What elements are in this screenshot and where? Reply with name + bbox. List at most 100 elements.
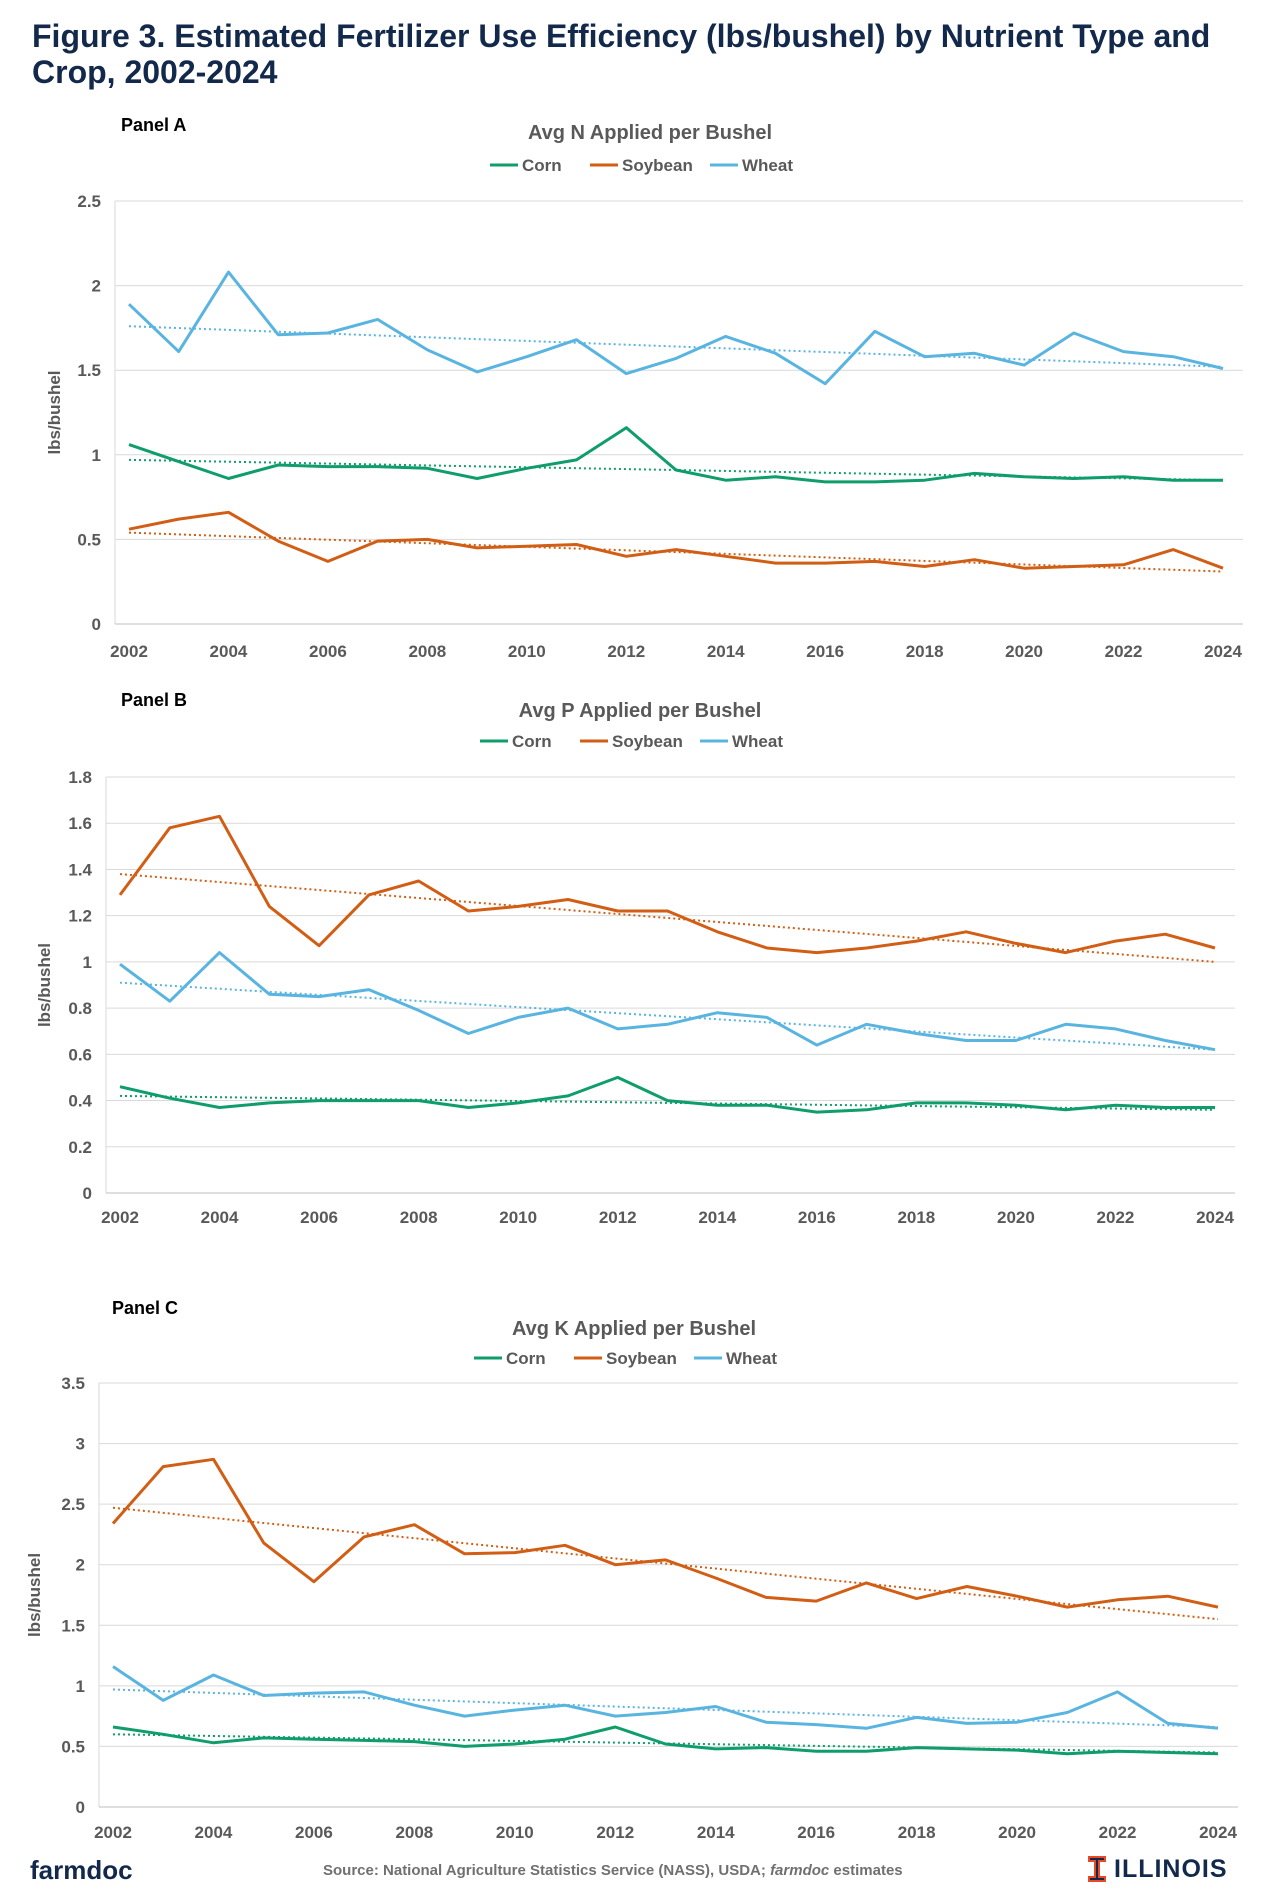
- p1-legend-label-soybean: Soybean: [612, 732, 683, 751]
- p0-x-tick-label: 2022: [1105, 642, 1143, 661]
- p0-panel-label: Panel A: [121, 115, 186, 135]
- p0-x-tick-label: 2006: [309, 642, 347, 661]
- p2-legend-item-wheat: Wheat: [694, 1349, 777, 1368]
- p1-legend-item-wheat: Wheat: [700, 732, 783, 751]
- p0-x-tick-label: 2018: [906, 642, 944, 661]
- p0-chart-title: Avg N Applied per Bushel: [528, 122, 772, 144]
- p2-y-tick-label: 1: [76, 1677, 85, 1696]
- p2-x-tick-label: 2010: [496, 1823, 534, 1842]
- p1-legend-label-wheat: Wheat: [732, 732, 783, 751]
- source-note: Source: National Agriculture Statistics …: [323, 1862, 903, 1879]
- p0-series-line-soybean: [128, 510, 1224, 570]
- p0-legend-label-soybean: Soybean: [622, 156, 693, 175]
- p2-legend-item-corn: Corn: [474, 1349, 546, 1368]
- p1-x-tick-label: 2022: [1097, 1208, 1135, 1227]
- block-i-icon: [1088, 1856, 1106, 1882]
- panel-a-chart: Panel A Avg N Applied per Bushel Corn Soybe…: [0, 108, 1280, 668]
- p0-y-tick-label: 1.5: [77, 361, 101, 380]
- p0-x-tick-label: 2024: [1204, 642, 1242, 661]
- p1-y-tick-label: 0.8: [68, 999, 92, 1018]
- p2-x-tick-label: 2018: [898, 1823, 936, 1842]
- p0-y-tick-label: 0: [92, 615, 101, 634]
- p2-chart-title: Avg K Applied per Bushel: [512, 1318, 756, 1340]
- p1-x-tick-label: 2006: [300, 1208, 338, 1227]
- p1-y-tick-label: 1.8: [68, 768, 92, 787]
- p1-trendline-soybean: [119, 873, 1216, 963]
- figure-title: Figure 3. Estimated Fertilizer Use Effic…: [32, 18, 1211, 90]
- p0-x-tick-label: 2008: [408, 642, 446, 661]
- p2-legend-item-soybean: Soybean: [574, 1349, 677, 1368]
- p1-y-tick-label: 0.2: [68, 1138, 92, 1157]
- p0-x-tick-label: 2002: [110, 642, 148, 661]
- p2-y-tick-label: 2.5: [61, 1495, 85, 1514]
- panel-c-chart: Panel C Avg K Applied per Bushel Corn Soybe…: [0, 1292, 1280, 1852]
- p2-x-tick-label: 2004: [195, 1823, 233, 1842]
- p2-y-tick-label: 1.5: [61, 1616, 85, 1635]
- p1-trendline-wheat: [119, 981, 1216, 1051]
- p0-x-tick-label: 2012: [607, 642, 645, 661]
- p2-x-tick-label: 2006: [295, 1823, 333, 1842]
- p2-panel-label: Panel C: [112, 1298, 178, 1318]
- p1-series-line-soybean: [118, 814, 1216, 955]
- p0-x-tick-label: 2014: [707, 642, 745, 661]
- p0-x-tick-label: 2010: [508, 642, 546, 661]
- p2-y-tick-label: 0.5: [61, 1737, 85, 1756]
- p2-trendline-wheat: [112, 1688, 1219, 1729]
- p1-x-tick-label: 2018: [897, 1208, 935, 1227]
- p1-legend-item-soybean: Soybean: [580, 732, 683, 751]
- p2-x-tick-label: 2008: [395, 1823, 433, 1842]
- panel-c-svg: Panel C Avg K Applied per Bushel Corn Soybe…: [25, 1298, 1238, 1842]
- p0-y-tick-label: 2.5: [77, 192, 101, 211]
- p2-y-tick-label: 0: [76, 1798, 85, 1817]
- p0-series-line-wheat: [127, 270, 1224, 386]
- p0-x-tick-label: 2004: [210, 642, 248, 661]
- p1-y-tick-label: 0.4: [68, 1092, 92, 1111]
- p2-y-tick-label: 3: [76, 1435, 85, 1454]
- p2-y-tick-label: 3.5: [61, 1374, 85, 1393]
- p1-x-tick-label: 2010: [499, 1208, 537, 1227]
- p0-trendline-wheat: [128, 325, 1224, 368]
- p0-legend-item-corn: Corn: [490, 156, 562, 175]
- p1-x-tick-label: 2002: [101, 1208, 139, 1227]
- p1-x-tick-label: 2008: [400, 1208, 438, 1227]
- p0-legend-label-wheat: Wheat: [742, 156, 793, 175]
- p2-y-tick-label: 2: [76, 1556, 85, 1575]
- p0-y-axis-label: lbs/bushel: [45, 370, 64, 454]
- p2-x-tick-label: 2012: [596, 1823, 634, 1842]
- p0-legend-item-wheat: Wheat: [710, 156, 793, 175]
- p1-y-tick-label: 1.4: [68, 860, 92, 879]
- p2-legend-label-soybean: Soybean: [606, 1349, 677, 1368]
- p1-y-axis-label: lbs/bushel: [35, 943, 54, 1027]
- p1-y-tick-label: 0.6: [68, 1045, 92, 1064]
- p0-y-tick-label: 0.5: [77, 530, 101, 549]
- p1-series-line-corn: [119, 1075, 1215, 1114]
- p2-x-tick-label: 2014: [697, 1823, 735, 1842]
- p2-trendline-soybean: [112, 1506, 1219, 1621]
- p1-x-tick-label: 2012: [599, 1208, 637, 1227]
- p2-trendline-corn: [112, 1733, 1219, 1754]
- p1-x-tick-label: 2014: [698, 1208, 736, 1227]
- p0-trendline-corn: [128, 458, 1224, 482]
- p1-y-tick-label: 1: [83, 953, 92, 972]
- panel-b-chart: Panel B Avg P Applied per Bushel Corn Soybe…: [0, 682, 1280, 1242]
- source-suffix: estimates: [829, 1862, 903, 1879]
- p1-x-tick-label: 2004: [201, 1208, 239, 1227]
- p1-x-tick-label: 2016: [798, 1208, 836, 1227]
- p1-x-tick-label: 2024: [1196, 1208, 1234, 1227]
- p1-panel-label: Panel B: [121, 690, 187, 710]
- p1-series-line-wheat: [119, 951, 1216, 1052]
- p0-y-tick-label: 1: [92, 446, 101, 465]
- p1-y-tick-label: 1.6: [68, 814, 92, 833]
- p1-y-tick-label: 0: [83, 1184, 92, 1203]
- p1-legend-item-corn: Corn: [480, 732, 552, 751]
- p2-y-axis-label: lbs/bushel: [25, 1553, 44, 1637]
- p0-legend-item-soybean: Soybean: [590, 156, 693, 175]
- p0-y-tick-label: 2: [92, 277, 101, 296]
- illinois-logo-text: ILLINOIS: [1114, 1854, 1228, 1883]
- p2-x-tick-label: 2022: [1099, 1823, 1137, 1842]
- p0-x-tick-label: 2020: [1005, 642, 1043, 661]
- p2-series-line-soybean: [111, 1457, 1219, 1609]
- p0-legend-label-corn: Corn: [522, 156, 562, 175]
- p2-x-tick-label: 2016: [797, 1823, 835, 1842]
- p2-legend-label-corn: Corn: [506, 1349, 546, 1368]
